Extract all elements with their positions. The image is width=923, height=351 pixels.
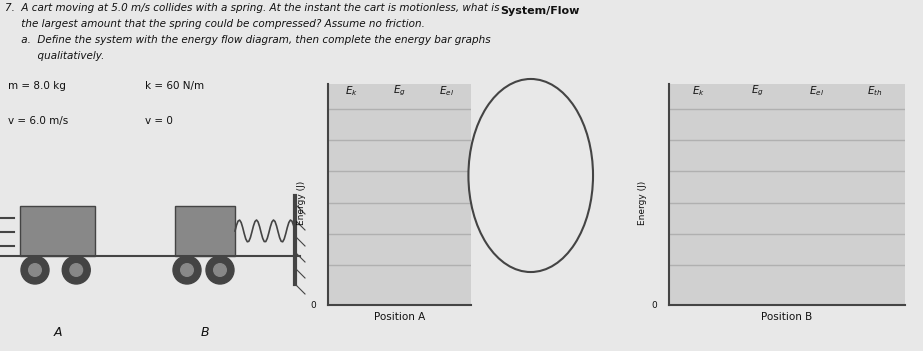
Circle shape bbox=[29, 264, 42, 276]
Circle shape bbox=[21, 256, 49, 284]
Text: $E_k$: $E_k$ bbox=[692, 85, 705, 98]
Text: Energy (J): Energy (J) bbox=[638, 180, 647, 225]
Text: B: B bbox=[200, 326, 210, 339]
Text: 0: 0 bbox=[652, 301, 657, 310]
Circle shape bbox=[70, 264, 82, 276]
Text: a.  Define the system with the energy flow diagram, then complete the energy bar: a. Define the system with the energy flo… bbox=[5, 35, 491, 45]
Text: 7.  A cart moving at 5.0 m/s collides with a spring. At the instant the cart is : 7. A cart moving at 5.0 m/s collides wit… bbox=[5, 3, 499, 13]
Text: 0: 0 bbox=[310, 301, 317, 310]
Text: A: A bbox=[54, 326, 62, 339]
Text: m = 8.0 kg: m = 8.0 kg bbox=[8, 81, 66, 91]
Text: $E_{el}$: $E_{el}$ bbox=[439, 85, 454, 98]
Circle shape bbox=[206, 256, 234, 284]
Text: v = 6.0 m/s: v = 6.0 m/s bbox=[8, 116, 68, 126]
Text: v = 0: v = 0 bbox=[145, 116, 173, 126]
Bar bbox=[175, 206, 235, 256]
Text: Energy (J): Energy (J) bbox=[297, 180, 306, 225]
Text: k = 60 N/m: k = 60 N/m bbox=[145, 81, 204, 91]
Text: $E_{th}$: $E_{th}$ bbox=[868, 85, 883, 98]
Circle shape bbox=[214, 264, 226, 276]
Text: $E_g$: $E_g$ bbox=[393, 84, 405, 98]
Text: the largest amount that the spring could be compressed? Assume no friction.: the largest amount that the spring could… bbox=[5, 19, 425, 29]
Text: Position B: Position B bbox=[761, 312, 812, 322]
Text: qualitatively.: qualitatively. bbox=[5, 51, 104, 61]
Text: $E_k$: $E_k$ bbox=[345, 85, 358, 98]
Bar bbox=[20, 206, 95, 256]
Text: $E_{el}$: $E_{el}$ bbox=[809, 85, 824, 98]
Text: $E_g$: $E_g$ bbox=[751, 84, 764, 98]
Text: System/Flow: System/Flow bbox=[500, 6, 580, 16]
Text: Cart: Cart bbox=[527, 159, 553, 172]
Circle shape bbox=[62, 256, 90, 284]
Circle shape bbox=[173, 256, 201, 284]
Circle shape bbox=[181, 264, 193, 276]
Text: Position A: Position A bbox=[374, 312, 425, 322]
